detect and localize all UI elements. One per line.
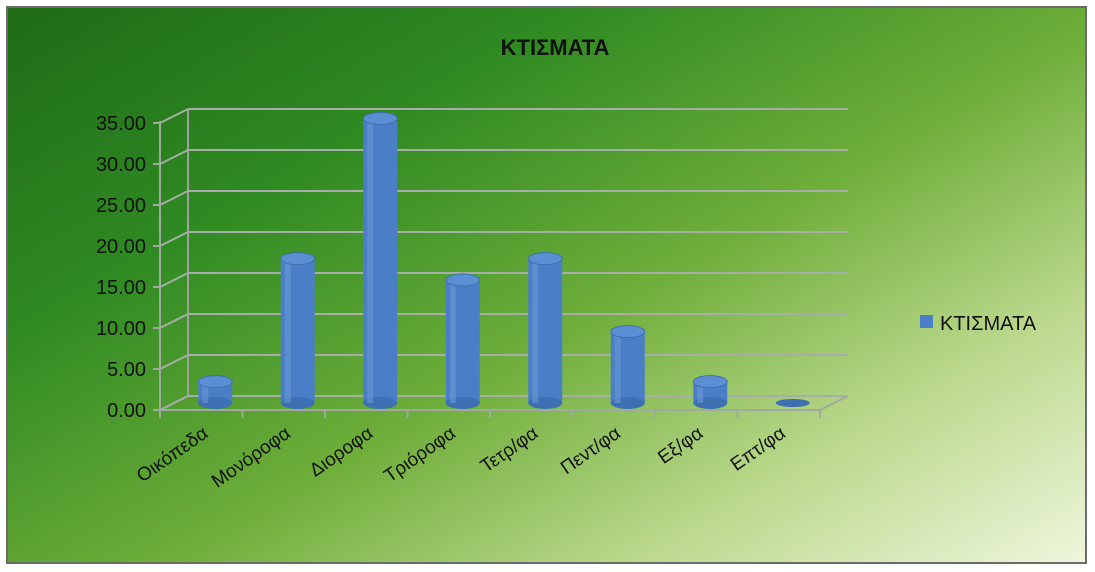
plot-walls — [159, 109, 849, 411]
bar-top — [197, 375, 233, 389]
x-tick-label: Διοροφα — [306, 423, 377, 482]
bar-highlight — [202, 381, 209, 403]
bar — [610, 325, 646, 409]
bar-top — [280, 252, 316, 266]
legend-swatch — [920, 315, 933, 328]
legend-label: ΚΤΙΣΜΑΤΑ — [940, 313, 1037, 335]
gridline-diagonal — [159, 395, 189, 411]
gridline-diagonal — [159, 108, 189, 124]
gridline-diagonal — [159, 354, 189, 370]
bar — [362, 111, 398, 409]
x-tick-label: Τετρ/φα — [477, 423, 542, 477]
bar-top — [527, 252, 563, 266]
x-tick-label: Επτ/φα — [727, 423, 790, 476]
x-tick-label: Πεντ/φα — [557, 423, 625, 479]
x-tick-label: Τριόροφα — [380, 423, 459, 487]
x-tick-label: Μονόροφα — [208, 423, 295, 492]
bar-top — [692, 375, 728, 389]
gridline-diagonal — [159, 272, 189, 288]
bar — [197, 375, 233, 409]
gridline-diagonal — [159, 190, 189, 206]
legend: ΚΤΙΣΜΑΤΑ — [920, 313, 1037, 335]
bar-highlight — [532, 258, 539, 403]
gridline-diagonal — [159, 313, 189, 329]
y-tick-label: 10.00 — [96, 318, 146, 340]
y-tick-label: 20.00 — [96, 236, 146, 258]
bar-top — [610, 325, 646, 339]
gridline-diagonal — [159, 149, 189, 165]
bar-top — [362, 111, 398, 125]
y-tick-label: 5.00 — [107, 359, 146, 381]
y-tick-label: 35.00 — [96, 113, 146, 135]
bar-highlight — [449, 280, 456, 403]
bar — [280, 252, 316, 409]
y-tick-label: 0.00 — [107, 400, 146, 422]
y-axis-ticks: 0.00 5.00 10.00 15.00 20.00 25.00 30.00 35.00 — [96, 113, 146, 422]
bar-top — [775, 399, 810, 407]
bar-highlight — [697, 381, 704, 403]
bar-highlight — [367, 118, 374, 404]
y-tick-label: 15.00 — [96, 277, 146, 299]
gridline-diagonal — [159, 231, 189, 247]
bars — [197, 111, 810, 409]
bar — [527, 252, 563, 409]
gridlines — [153, 108, 848, 411]
bar — [692, 375, 728, 409]
bar — [445, 273, 481, 409]
bar-highlight — [614, 331, 621, 403]
x-tick-label: Εξ/φα — [654, 423, 707, 469]
x-tick-label: Οικόπεδα — [133, 423, 212, 487]
bar-highlight — [284, 258, 291, 403]
chart-title: ΚΤΙΣΜΑΤΑ — [501, 35, 610, 60]
floor-right-edge — [819, 395, 849, 411]
bar — [775, 399, 810, 407]
y-tick-label: 25.00 — [96, 195, 146, 217]
y-tick-label: 30.00 — [96, 154, 146, 176]
bar-top — [445, 273, 481, 287]
